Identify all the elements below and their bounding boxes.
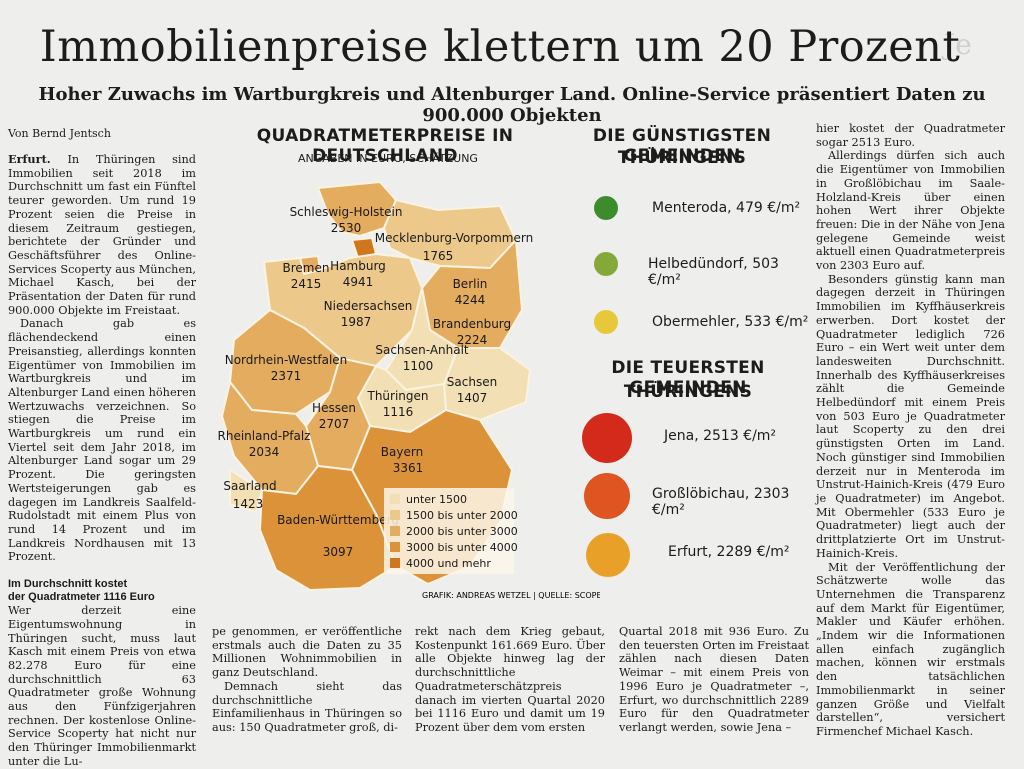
label-name: Baden-Württemberg	[277, 513, 399, 527]
paragraph: rekt nach dem Krieg gebaut, Kostenpunkt …	[415, 625, 605, 734]
article-column-2: pe genommen, er veröffentliche erstmals …	[212, 625, 402, 735]
rank-label: Erfurt, 2289 €/m²	[668, 544, 790, 560]
label-name: Hessen	[312, 401, 356, 415]
subheading: Im Durchschnitt kostet	[8, 578, 128, 591]
paragraph: Wer derzeit eine Eigentumswohnung in Thü…	[8, 604, 196, 768]
legend-label: 4000 und mehr	[406, 557, 491, 570]
byline: Von Bernd Jentsch	[8, 127, 111, 140]
label-name: Sachsen-Anhalt	[375, 343, 469, 357]
rank-label: Obermehler, 533 €/m²	[652, 314, 809, 330]
label-value: 3361	[393, 461, 424, 475]
map-subtitle: ANGABEN IN EURO, SCHÄTZUNG	[298, 152, 478, 165]
rank-label: Helbedündorf, 503 €/m²	[648, 256, 779, 288]
article-column-4: hier kostet der Quadratmeter sogar 2513 …	[816, 122, 1005, 739]
paragraph: Erfurt. In Thüringen sind Immobilien sei…	[8, 152, 197, 317]
label-name: Mecklenburg-Vorpommern	[375, 231, 533, 245]
label-value: 2224	[457, 333, 488, 347]
paragraph-text: In Thüringen sind Immobilien seit 2018 i…	[8, 153, 197, 317]
label-name: Bayern	[381, 445, 423, 459]
dateline: Erfurt.	[8, 152, 51, 166]
article-column-1: Erfurt. In Thüringen sind Immobilien sei…	[8, 152, 197, 769]
legend-swatch	[390, 526, 400, 536]
paragraph: Danach gab es flächendeckend einen Preis…	[8, 317, 196, 564]
map-legend: unter 1500 1500 bis unter 2000 2000 bis un…	[384, 488, 518, 574]
legend-label: 3000 bis unter 4000	[406, 541, 518, 554]
label-name: Rheinland-Pfalz	[218, 429, 311, 443]
label-value: 3097	[323, 545, 354, 559]
label-name: Berlin	[453, 277, 488, 291]
map-credit: GRAFIK: ANDREAS WETZEL | QUELLE: SCOPERT…	[422, 591, 600, 600]
paragraph: Allerdings dürfen sich auch die Eigentüm…	[816, 149, 1005, 273]
rank-dot-grossloebichau	[584, 473, 630, 519]
label-value: 4244	[455, 293, 486, 307]
rank-label: Jena, 2513 €/m²	[664, 428, 777, 444]
rank-dot-obermehler	[594, 310, 618, 334]
label-name: Thüringen	[366, 389, 428, 403]
legend-box	[384, 488, 514, 574]
label-value: 2415	[291, 277, 322, 291]
legend-label: 1500 bis unter 2000	[406, 509, 518, 522]
subheading: der Quadratmeter 1116 Euro	[8, 591, 155, 604]
cheapest-title: DIE GÜNSTIGSTEN GEMEINDEN	[592, 126, 772, 166]
infographic: QUADRATMETERPREISE IN DEUTSCHLAND ANGABE…	[200, 122, 810, 620]
label-name: Hamburg	[330, 259, 386, 273]
label-value: 2530	[331, 221, 362, 235]
rank-dot-helbeduendorf	[594, 252, 618, 276]
headline: Immobilienpreise klettern um 20 Prozent	[39, 22, 961, 72]
legend-swatch	[390, 558, 400, 568]
state-schleswig-holstein	[316, 180, 398, 238]
label-value: 1407	[457, 391, 488, 405]
paragraph: Besonders günstig kann man dagegen derze…	[816, 272, 1005, 560]
label-value: 4941	[343, 275, 374, 289]
priciest-title: DIE TEUERSTEN GEMEINDEN	[611, 358, 765, 398]
legend-label: unter 1500	[406, 493, 467, 506]
label-value: 2371	[271, 369, 302, 383]
rank-dot-jena	[582, 413, 632, 463]
paragraph: hier kostet der Quadratmeter sogar 2513 …	[816, 122, 1005, 149]
cheapest-subtitle: THÜRINGENS	[617, 148, 747, 168]
label-value: 1987	[341, 315, 372, 329]
paragraph: pe genommen, er veröffentliche erstmals …	[212, 625, 402, 680]
label-value: 1116	[383, 405, 414, 419]
rank-label: Großlöbichau, 2303 €/m²	[652, 486, 790, 518]
label-value: 1100	[403, 359, 434, 373]
legend-swatch	[390, 510, 400, 520]
article-column-3b: Quartal 2018 mit 936 Euro. Zu den teuers…	[619, 625, 809, 735]
map-title: QUADRATMETERPREISE IN DEUTSCHLAND	[256, 126, 514, 166]
legend-swatch	[390, 494, 400, 504]
paragraph: Quartal 2018 mit 936 Euro. Zu den teuers…	[619, 625, 809, 734]
bleed-through-text: Je	[944, 28, 972, 61]
germany-map: Schleswig-Holstein 2530 Mecklenburg-Vorp…	[218, 180, 600, 600]
label-value: 1765	[423, 249, 454, 263]
state-saarland	[229, 468, 264, 514]
label-name: Saarland	[223, 479, 276, 493]
label-name: Sachsen	[447, 375, 497, 389]
paragraph: Mit der Veröffentlichung der Schätzwerte…	[816, 560, 1005, 738]
label-name: Bremen	[283, 261, 330, 275]
rank-dot-menteroda	[594, 196, 618, 220]
rank-label: Menteroda, 479 €/m²	[652, 200, 801, 216]
subheadline: Hoher Zuwachs im Wartburgkreis und Alten…	[38, 84, 986, 126]
paragraph: Demnach sieht das durchschnittliche Einf…	[212, 679, 402, 734]
label-value: 2707	[319, 417, 350, 431]
article-column-3: rekt nach dem Krieg gebaut, Kostenpunkt …	[415, 625, 605, 735]
label-name: Nordrhein-Westfalen	[225, 353, 348, 367]
legend-swatch	[390, 542, 400, 552]
priciest-subtitle: THÜRINGENS	[623, 382, 753, 402]
label-value: 1423	[233, 497, 264, 511]
label-value: 2034	[249, 445, 280, 459]
rank-dot-erfurt	[586, 533, 630, 577]
label-name: Brandenburg	[433, 317, 511, 331]
label-name: Niedersachsen	[324, 299, 413, 313]
legend-label: 2000 bis unter 3000	[406, 525, 518, 538]
label-name: Schleswig-Holstein	[290, 205, 403, 219]
